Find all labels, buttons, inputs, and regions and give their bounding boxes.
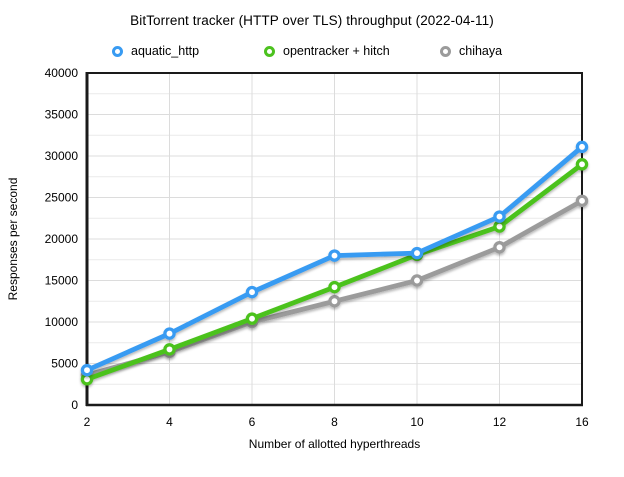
data-point-marker xyxy=(80,363,94,377)
y-axis-title: Responses per second xyxy=(6,178,20,301)
x-tick-label: 12 xyxy=(493,415,507,429)
chart-legend: aquatic_http opentracker + hitch chihaya xyxy=(0,43,624,61)
data-point-marker xyxy=(575,194,589,208)
data-point-marker xyxy=(575,140,589,154)
x-tick-label: 16 xyxy=(575,415,589,429)
y-tick-label: 10000 xyxy=(45,315,79,329)
y-tick-label: 30000 xyxy=(45,149,79,163)
data-point-marker xyxy=(163,327,176,340)
legend-ring-icon xyxy=(264,45,275,57)
data-point-marker xyxy=(328,249,341,262)
y-tick-label: 40000 xyxy=(45,66,79,80)
legend-label: chihaya xyxy=(459,44,503,58)
legend-ring-icon xyxy=(440,45,451,57)
legend-label: aquatic_http xyxy=(131,44,200,58)
data-point-marker xyxy=(493,220,506,233)
data-point-marker xyxy=(328,280,341,294)
data-point-marker xyxy=(245,312,259,325)
data-point-marker xyxy=(493,210,506,223)
data-point-marker xyxy=(493,241,506,254)
chart-title: BitTorrent tracker (HTTP over TLS) throu… xyxy=(130,13,494,28)
data-point-marker xyxy=(410,274,424,287)
x-tick-label: 2 xyxy=(84,415,91,429)
x-tick-label: 8 xyxy=(331,415,338,429)
legend-label: opentracker + hitch xyxy=(283,44,390,58)
y-tick-label: 5000 xyxy=(51,357,78,371)
data-point-marker xyxy=(245,285,259,299)
series-aquatic-http xyxy=(80,140,589,377)
y-tick-label: 20000 xyxy=(45,232,79,246)
x-tick-label: 10 xyxy=(410,415,424,429)
data-point-marker xyxy=(575,158,589,171)
x-axis-title: Number of allotted hyperthreads xyxy=(249,437,420,451)
data-point-marker xyxy=(163,343,176,356)
legend-ring-icon xyxy=(112,45,123,57)
data-point-marker xyxy=(410,246,424,260)
legend-item-opentracker-hitch: opentracker + hitch xyxy=(264,43,390,59)
legend-item-aquatic-http: aquatic_http xyxy=(112,43,199,59)
y-tick-label: 35000 xyxy=(45,108,79,122)
data-point-marker xyxy=(328,294,341,308)
y-tick-label: 15000 xyxy=(45,274,79,288)
x-tick-label: 4 xyxy=(166,415,173,429)
legend-item-chihaya: chihaya xyxy=(440,43,502,59)
y-tick-label: 25000 xyxy=(45,191,79,205)
y-tick-label: 0 xyxy=(71,398,78,412)
x-tick-label: 6 xyxy=(249,415,256,429)
